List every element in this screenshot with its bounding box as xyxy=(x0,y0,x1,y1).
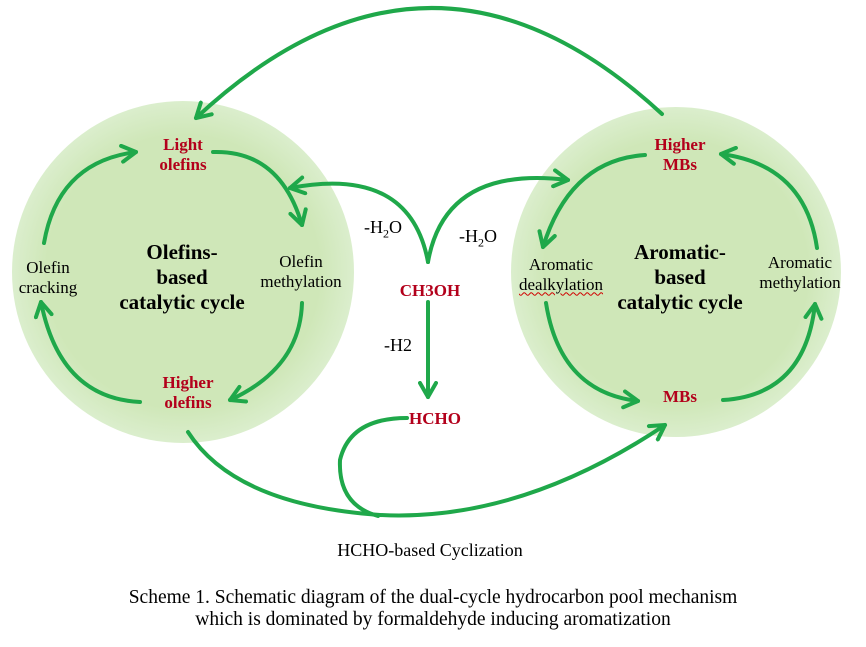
arrow-higher-to-cracking xyxy=(33,300,142,404)
olefin-cycle-title: Olefins-based catalytic cycle xyxy=(119,240,245,315)
aromatic-cycle-circle xyxy=(511,107,841,437)
arrow-highermbs-to-dealkylation xyxy=(537,153,647,249)
higher-olefins-label: Higher olefins xyxy=(162,373,214,412)
aromatic-dealkylation-label: Aromatic dealkylation xyxy=(518,255,604,294)
formaldehyde-label: HCHO xyxy=(409,409,461,428)
arrow-highermbs-to-lightolefins xyxy=(194,6,664,120)
cyclization-label: HCHO-based Cyclization xyxy=(337,540,523,560)
water-loss-left-label: -H2O xyxy=(364,217,402,241)
mbs-label: MBs xyxy=(663,387,697,406)
arrow-methanol-to-aromatics xyxy=(426,168,570,264)
arrow-dealkylation-to-mbs xyxy=(544,301,640,410)
arrow-light-to-methylation xyxy=(211,149,308,227)
water-loss-right-label: -H2O xyxy=(459,226,497,250)
aromatic-cycle-title: Aromatic-based catalytic cycle xyxy=(617,240,743,315)
arrow-methanol-to-olefins xyxy=(288,175,430,264)
methanol-label: CH3OH xyxy=(399,281,461,300)
arrow-methylation-to-highermbs xyxy=(719,145,819,250)
hcho-cyclization-link xyxy=(337,416,409,518)
arrow-methylation-to-higher xyxy=(228,301,304,404)
arrow-higherolefins-to-mbs xyxy=(186,423,667,518)
arrow-cracking-to-light xyxy=(42,143,138,245)
scheme-caption: Scheme 1. Schematic diagram of the dual-… xyxy=(128,587,738,631)
light-olefins-label: Light olefins xyxy=(159,135,207,174)
arrow-mbs-to-methylation xyxy=(721,302,824,402)
olefin-cycle-circle xyxy=(12,101,354,443)
olefin-cracking-label: Olefin cracking xyxy=(18,258,78,297)
aromatic-methylation-label: Aromatic methylation xyxy=(759,253,841,292)
higher-mbs-label: Higher MBs xyxy=(654,135,706,174)
olefin-methylation-label: Olefin methylation xyxy=(260,252,342,291)
hydrogen-loss-label: -H2 xyxy=(384,335,412,355)
